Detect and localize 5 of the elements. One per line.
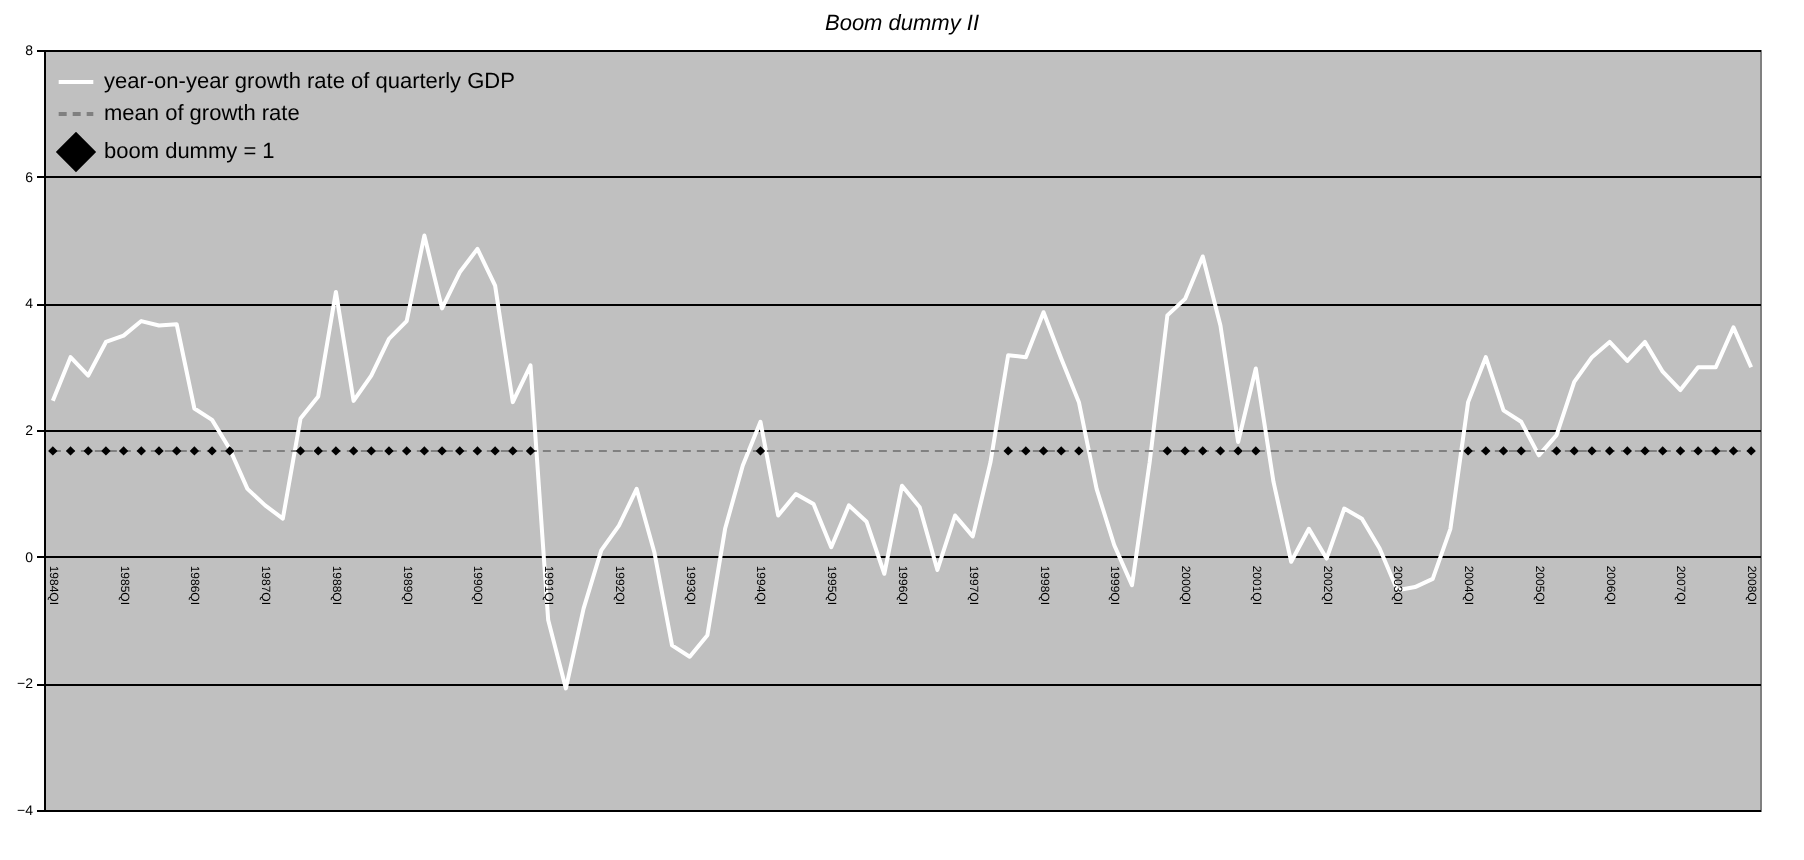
chart-title: Boom dummy II: [824, 12, 980, 36]
legend-label: year-on-year growth rate of quarterly GDP: [104, 70, 515, 94]
legend-label: mean of growth rate: [104, 102, 300, 126]
line-series: [50, 233, 1754, 691]
legend-label: boom dummy = 1: [104, 140, 275, 164]
